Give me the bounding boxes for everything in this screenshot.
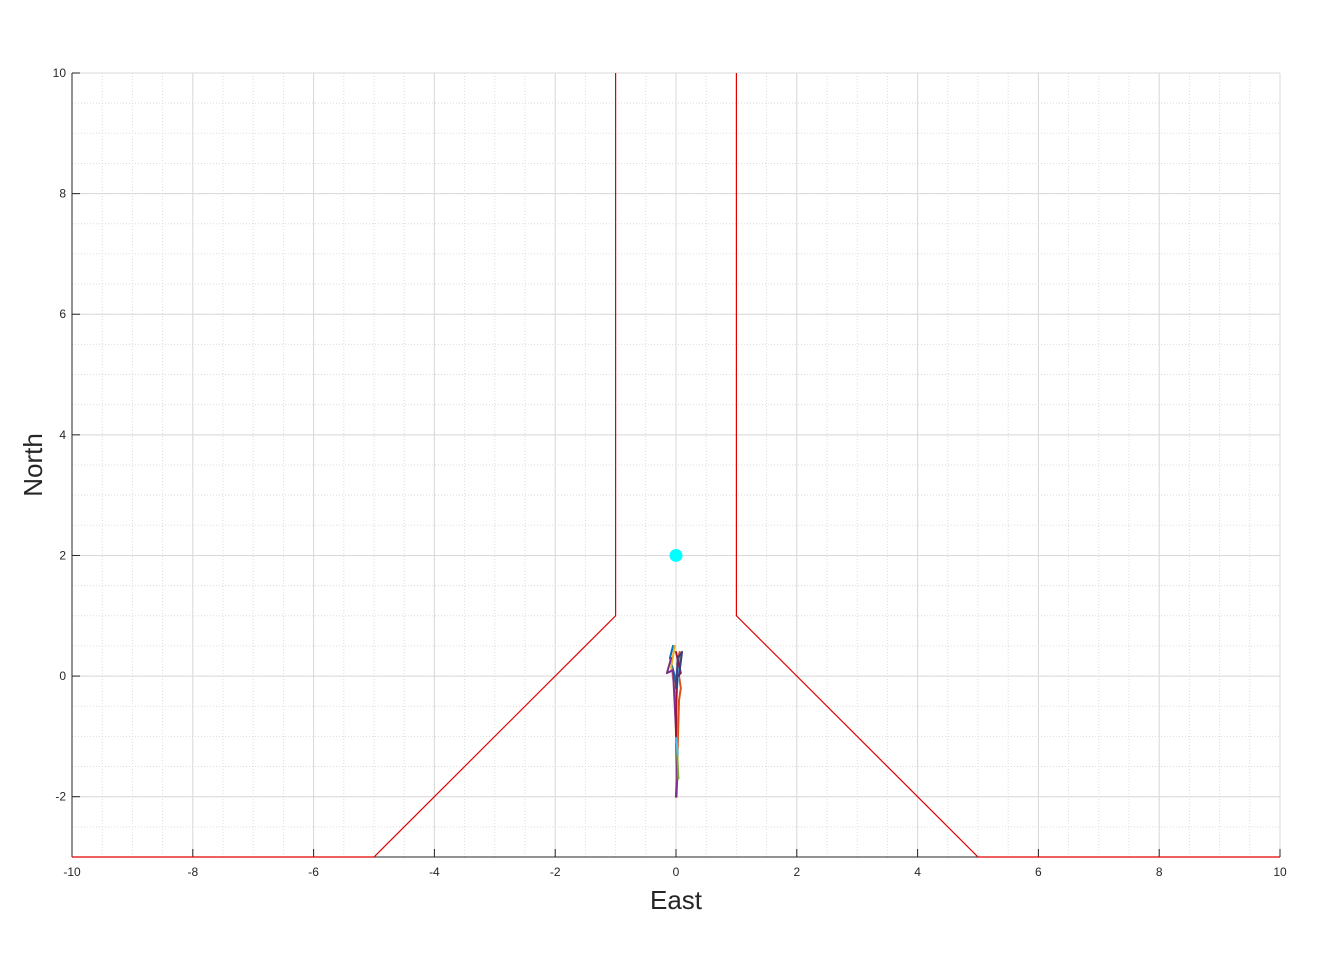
x-tick-label: -6: [308, 865, 319, 879]
x-tick-label: 2: [793, 865, 800, 879]
x-tick-label: -10: [63, 865, 81, 879]
x-tick-label: 4: [914, 865, 921, 879]
trajectories: [665, 644, 684, 798]
x-axis-label: East: [650, 885, 703, 915]
trajectory-line: [665, 656, 679, 798]
y-tick-label: 6: [59, 307, 66, 321]
x-tick-label: -2: [550, 865, 561, 879]
y-tick-label: 2: [59, 548, 66, 562]
trajectory-line: [675, 650, 684, 690]
x-tick-label: -4: [429, 865, 440, 879]
y-tick-label: 10: [53, 66, 67, 80]
goal-point: [669, 548, 683, 562]
goal-marker: [669, 548, 683, 562]
boundary-left-line: [72, 73, 617, 858]
x-tick-labels: -10 -8 -6 -4 -2 0 2 4 6 8 10: [63, 865, 1287, 879]
y-tick-labels: -2 0 2 4 6 8 10: [53, 66, 67, 804]
x-tick-label: -8: [187, 865, 198, 879]
y-tick-label: 4: [59, 428, 66, 442]
road-boundary: [72, 73, 1280, 858]
x-tick-label: 6: [1035, 865, 1042, 879]
y-tick-label: 0: [59, 669, 66, 683]
x-tick-label: 8: [1156, 865, 1163, 879]
y-tick-label: 8: [59, 187, 66, 201]
boundary-right-line: [735, 73, 1280, 858]
x-tick-label: 10: [1273, 865, 1287, 879]
y-axis-label: North: [18, 433, 48, 497]
x-tick-label: 0: [673, 865, 680, 879]
y-tick-label: -2: [55, 790, 66, 804]
